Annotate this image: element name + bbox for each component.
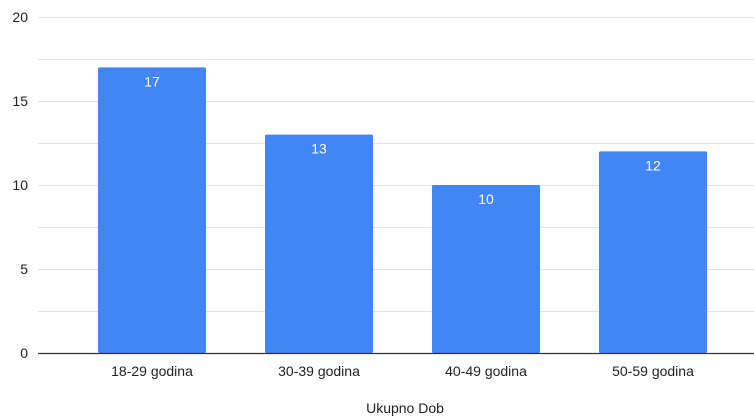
bar-value-label: 13 <box>311 141 327 157</box>
y-tick-label: 20 <box>12 9 28 25</box>
bar <box>265 134 373 353</box>
x-tick-label: 18-29 godina <box>111 363 193 379</box>
bars <box>98 67 707 354</box>
bar-value-label: 10 <box>478 191 494 207</box>
data-labels: 17 13 10 12 <box>144 73 661 207</box>
bar <box>432 185 540 353</box>
x-tick-label: 40-49 godina <box>445 363 527 379</box>
x-tick-label: 50-59 godina <box>612 363 694 379</box>
bar-value-label: 12 <box>645 157 661 173</box>
y-tick-label: 10 <box>12 177 28 193</box>
x-axis-title: Ukupno Dob <box>366 400 444 416</box>
bar-value-label: 17 <box>144 73 160 89</box>
y-tick-label: 15 <box>12 93 28 109</box>
y-tick-label: 5 <box>20 261 28 277</box>
bar <box>98 67 206 354</box>
bar <box>599 151 707 353</box>
y-tick-label: 0 <box>20 345 28 361</box>
axes: 0 5 10 15 20 18-29 godina 30-39 godina 40-49 go… <box>12 9 754 379</box>
x-tick-label: 30-39 godina <box>278 363 360 379</box>
